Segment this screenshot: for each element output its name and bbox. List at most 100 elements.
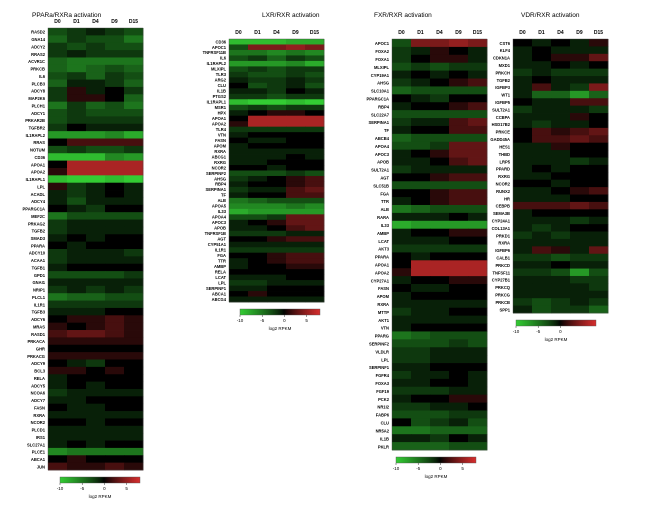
row-label: APOA2 bbox=[31, 170, 46, 175]
heatmap-cell bbox=[67, 50, 87, 58]
heatmap-cell bbox=[286, 115, 306, 122]
row-label: MLXIPL bbox=[374, 65, 390, 70]
heatmap-cell bbox=[124, 79, 144, 88]
row-label: NCOR2 bbox=[31, 420, 46, 425]
heatmap-cell bbox=[229, 296, 249, 303]
heatmap-cell bbox=[449, 39, 469, 48]
row-label: VTN bbox=[218, 132, 226, 137]
heatmap-cell bbox=[124, 28, 144, 36]
heatmap-cell bbox=[86, 72, 106, 80]
heatmap-cell bbox=[67, 344, 87, 353]
heatmap-cell bbox=[286, 274, 306, 281]
heatmap-cell bbox=[392, 228, 412, 237]
heatmap-cell bbox=[248, 236, 268, 243]
heatmap-cell bbox=[570, 194, 590, 203]
heatmap-cell bbox=[267, 115, 287, 122]
heatmap-cell bbox=[305, 99, 325, 106]
row-label: PRKCG bbox=[495, 293, 510, 298]
heatmap-cell bbox=[48, 94, 68, 103]
heatmap-cell bbox=[411, 149, 431, 158]
heatmap-cell bbox=[513, 164, 533, 173]
heatmap-cell bbox=[229, 230, 249, 237]
heatmap-cell bbox=[468, 165, 488, 174]
heatmap-cell bbox=[248, 143, 268, 149]
heatmap-cell bbox=[305, 137, 325, 144]
heatmap-cell bbox=[48, 307, 68, 316]
row-label: TF bbox=[384, 128, 390, 133]
heatmap-cell bbox=[570, 246, 590, 255]
heatmap-cell bbox=[86, 293, 106, 301]
row-label: ADCY10 bbox=[29, 251, 46, 256]
heatmap-cell bbox=[267, 165, 287, 171]
heatmap-cell bbox=[67, 101, 87, 110]
heatmap-cell bbox=[86, 50, 106, 58]
heatmap-cell bbox=[305, 247, 325, 254]
heatmap-cell bbox=[392, 268, 412, 277]
heatmap-cell bbox=[468, 220, 488, 230]
row-label: SERPINA1 bbox=[206, 187, 227, 192]
row-label: ADCY4 bbox=[31, 199, 46, 204]
heatmap-cell bbox=[48, 366, 68, 375]
heatmap-cell bbox=[248, 197, 268, 204]
heatmap-cell bbox=[267, 159, 287, 166]
heatmap-cell bbox=[267, 77, 287, 84]
heatmap-cell bbox=[449, 204, 469, 214]
heatmap-cell bbox=[86, 116, 106, 125]
heatmap-cell bbox=[449, 307, 469, 317]
heatmap-cell bbox=[430, 339, 450, 348]
heatmap-cell bbox=[449, 110, 469, 119]
heatmap-cell bbox=[248, 49, 268, 56]
heatmap-cell bbox=[67, 241, 87, 250]
heatmap-cell bbox=[248, 126, 268, 133]
heatmap-cell bbox=[105, 35, 125, 44]
row-label: ADCY8 bbox=[31, 89, 46, 94]
heatmap-cell bbox=[411, 141, 431, 151]
heatmap-cell bbox=[532, 172, 552, 181]
heatmap-cell bbox=[468, 402, 488, 411]
row-label: TNFSF11 bbox=[492, 270, 510, 275]
heatmap-cell bbox=[570, 105, 590, 114]
heatmap-cell bbox=[449, 228, 469, 237]
colorbar-tick-label: 5 bbox=[461, 466, 464, 471]
heatmap-cell bbox=[105, 42, 125, 51]
heatmap-cell bbox=[286, 71, 306, 78]
heatmap-cell bbox=[248, 263, 268, 270]
heatmap-cell bbox=[449, 386, 469, 396]
heatmap-cell bbox=[570, 39, 590, 47]
heatmap-cell bbox=[248, 219, 268, 226]
heatmap-cell bbox=[67, 256, 87, 265]
heatmap-cell bbox=[430, 118, 450, 127]
heatmap-cell bbox=[286, 181, 306, 188]
heatmap-cell bbox=[248, 181, 268, 188]
heatmap-cell bbox=[229, 175, 249, 182]
heatmap-cell bbox=[532, 275, 552, 284]
heatmap-cell bbox=[48, 212, 68, 220]
heatmap-cell bbox=[124, 411, 144, 419]
heatmap-cell bbox=[430, 434, 450, 443]
heatmap-cell bbox=[124, 418, 144, 427]
heatmap-cell bbox=[124, 190, 144, 198]
heatmap-cell bbox=[305, 44, 325, 51]
heatmap-cell bbox=[513, 172, 533, 181]
heatmap-cell bbox=[105, 50, 125, 58]
heatmap-cell bbox=[286, 280, 306, 286]
heatmap-cell bbox=[411, 62, 431, 72]
row-label: APOA1 bbox=[212, 116, 227, 121]
heatmap-cell bbox=[532, 238, 552, 247]
heatmap-cell bbox=[105, 131, 125, 139]
heatmap-cell bbox=[430, 157, 450, 166]
heatmap-cell bbox=[430, 70, 450, 79]
heatmap-cell bbox=[589, 209, 609, 218]
row-label: RXRA bbox=[377, 302, 389, 307]
heatmap-cell bbox=[430, 204, 450, 214]
heatmap-cell bbox=[411, 110, 431, 119]
heatmap-cell bbox=[392, 149, 412, 158]
heatmap-cell bbox=[551, 61, 571, 70]
row-label: COL13A1 bbox=[492, 226, 511, 231]
row-label: NCOR2 bbox=[212, 165, 227, 170]
heatmap-cell bbox=[286, 252, 306, 259]
heatmap-cell bbox=[48, 359, 68, 368]
heatmap-cell bbox=[286, 143, 306, 149]
